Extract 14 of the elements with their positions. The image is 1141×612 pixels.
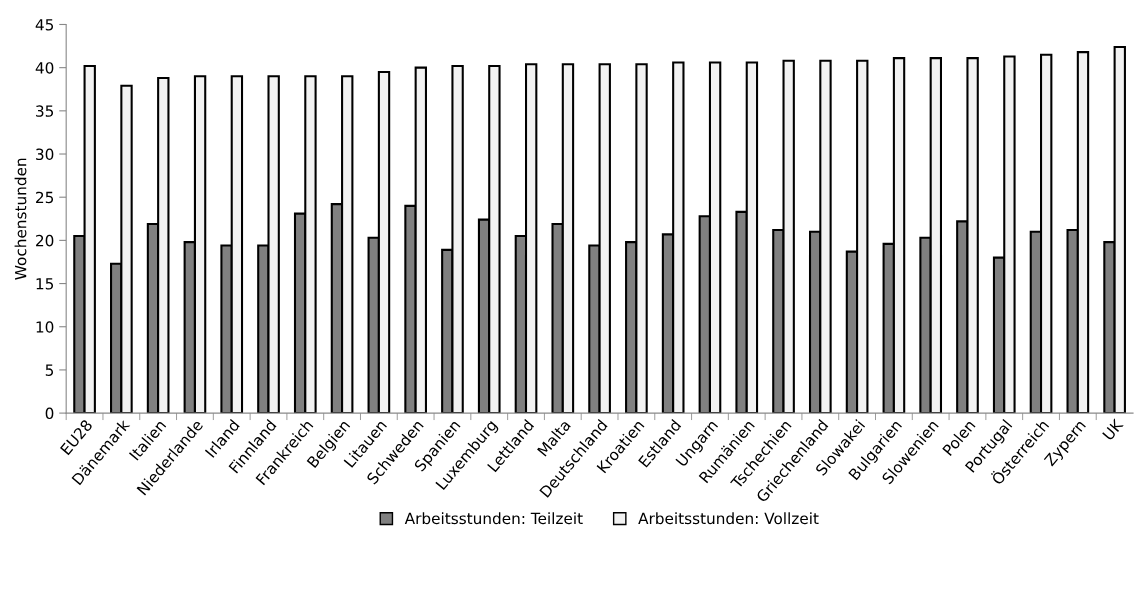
legend-label: Arbeitsstunden: Teilzeit [404, 512, 583, 525]
x-tick-label: UK [1102, 418, 1124, 441]
y-tick-label: 15 [36, 278, 54, 290]
y-tick-label: 5 [45, 364, 54, 376]
y-tick-label: 20 [36, 234, 54, 247]
y-tick-label: 0 [45, 407, 54, 420]
y-tick-label: 10 [36, 321, 54, 333]
y-tick-label: 25 [36, 191, 54, 204]
legend-label: Arbeitsstunden: Vollzeit [638, 512, 819, 525]
y-tick-label: 35 [36, 105, 54, 117]
y-tick-label: 40 [35, 62, 54, 74]
y-axis-title: Wochenstunden [14, 158, 27, 280]
y-tick-label: 30 [36, 148, 54, 161]
y-tick-label: 45 [35, 19, 54, 31]
